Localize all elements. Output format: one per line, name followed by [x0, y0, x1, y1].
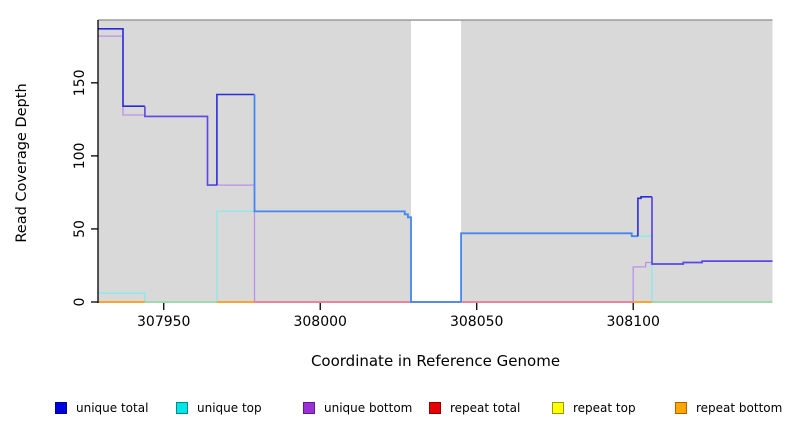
coverage-gap-band — [410, 20, 462, 303]
legend-label: unique bottom — [324, 401, 413, 415]
legend-item-unique-bottom: unique bottom — [303, 398, 412, 418]
legend-swatch-icon — [176, 402, 188, 414]
legend-item-repeat-bottom: repeat bottom — [675, 398, 782, 418]
x-tick-label: 308000 — [293, 314, 346, 330]
legend: unique total unique top unique bottom repea… — [0, 398, 792, 422]
legend-label: repeat total — [450, 401, 521, 415]
y-axis-title: Read Coverage Depth — [14, 83, 30, 243]
unique-total-line-4 — [253, 94, 462, 303]
unique-total-line-1 — [98, 28, 145, 107]
legend-label: unique total — [76, 401, 149, 415]
x-axis-title: Coordinate in Reference Genome — [310, 352, 561, 370]
legend-swatch-icon — [675, 402, 687, 414]
legend-item-repeat-top: repeat top — [552, 398, 636, 418]
legend-item-repeat-total: repeat total — [429, 398, 520, 418]
unique-total-line-6 — [637, 196, 652, 237]
y-tick-label: 100 — [72, 143, 88, 170]
x-tick-label: 308100 — [606, 314, 659, 330]
unique-total-line-3 — [216, 93, 255, 186]
unique-total-line-5 — [460, 232, 638, 302]
x-tick-label: 307950 — [137, 314, 190, 330]
legend-label: repeat bottom — [696, 401, 783, 415]
legend-label: unique top — [197, 401, 262, 415]
unique-total-line-7 — [651, 196, 773, 265]
y-tick-label: 50 — [72, 220, 88, 238]
legend-item-unique-top: unique top — [176, 398, 262, 418]
legend-swatch-icon — [303, 402, 315, 414]
x-tick-label: 308050 — [450, 314, 503, 330]
legend-swatch-icon — [429, 402, 441, 414]
y-tick-label: 0 — [72, 298, 88, 307]
legend-swatch-icon — [552, 402, 564, 414]
legend-swatch-icon — [55, 402, 67, 414]
y-tick-label: 150 — [72, 69, 88, 96]
unique-total-line-2 — [144, 106, 217, 186]
legend-label: repeat top — [573, 401, 636, 415]
coverage-plot-canvas: 0 50 100 150 307950 308000 308050 308100 — [72, 19, 773, 330]
legend-item-unique-total: unique total — [55, 398, 148, 418]
